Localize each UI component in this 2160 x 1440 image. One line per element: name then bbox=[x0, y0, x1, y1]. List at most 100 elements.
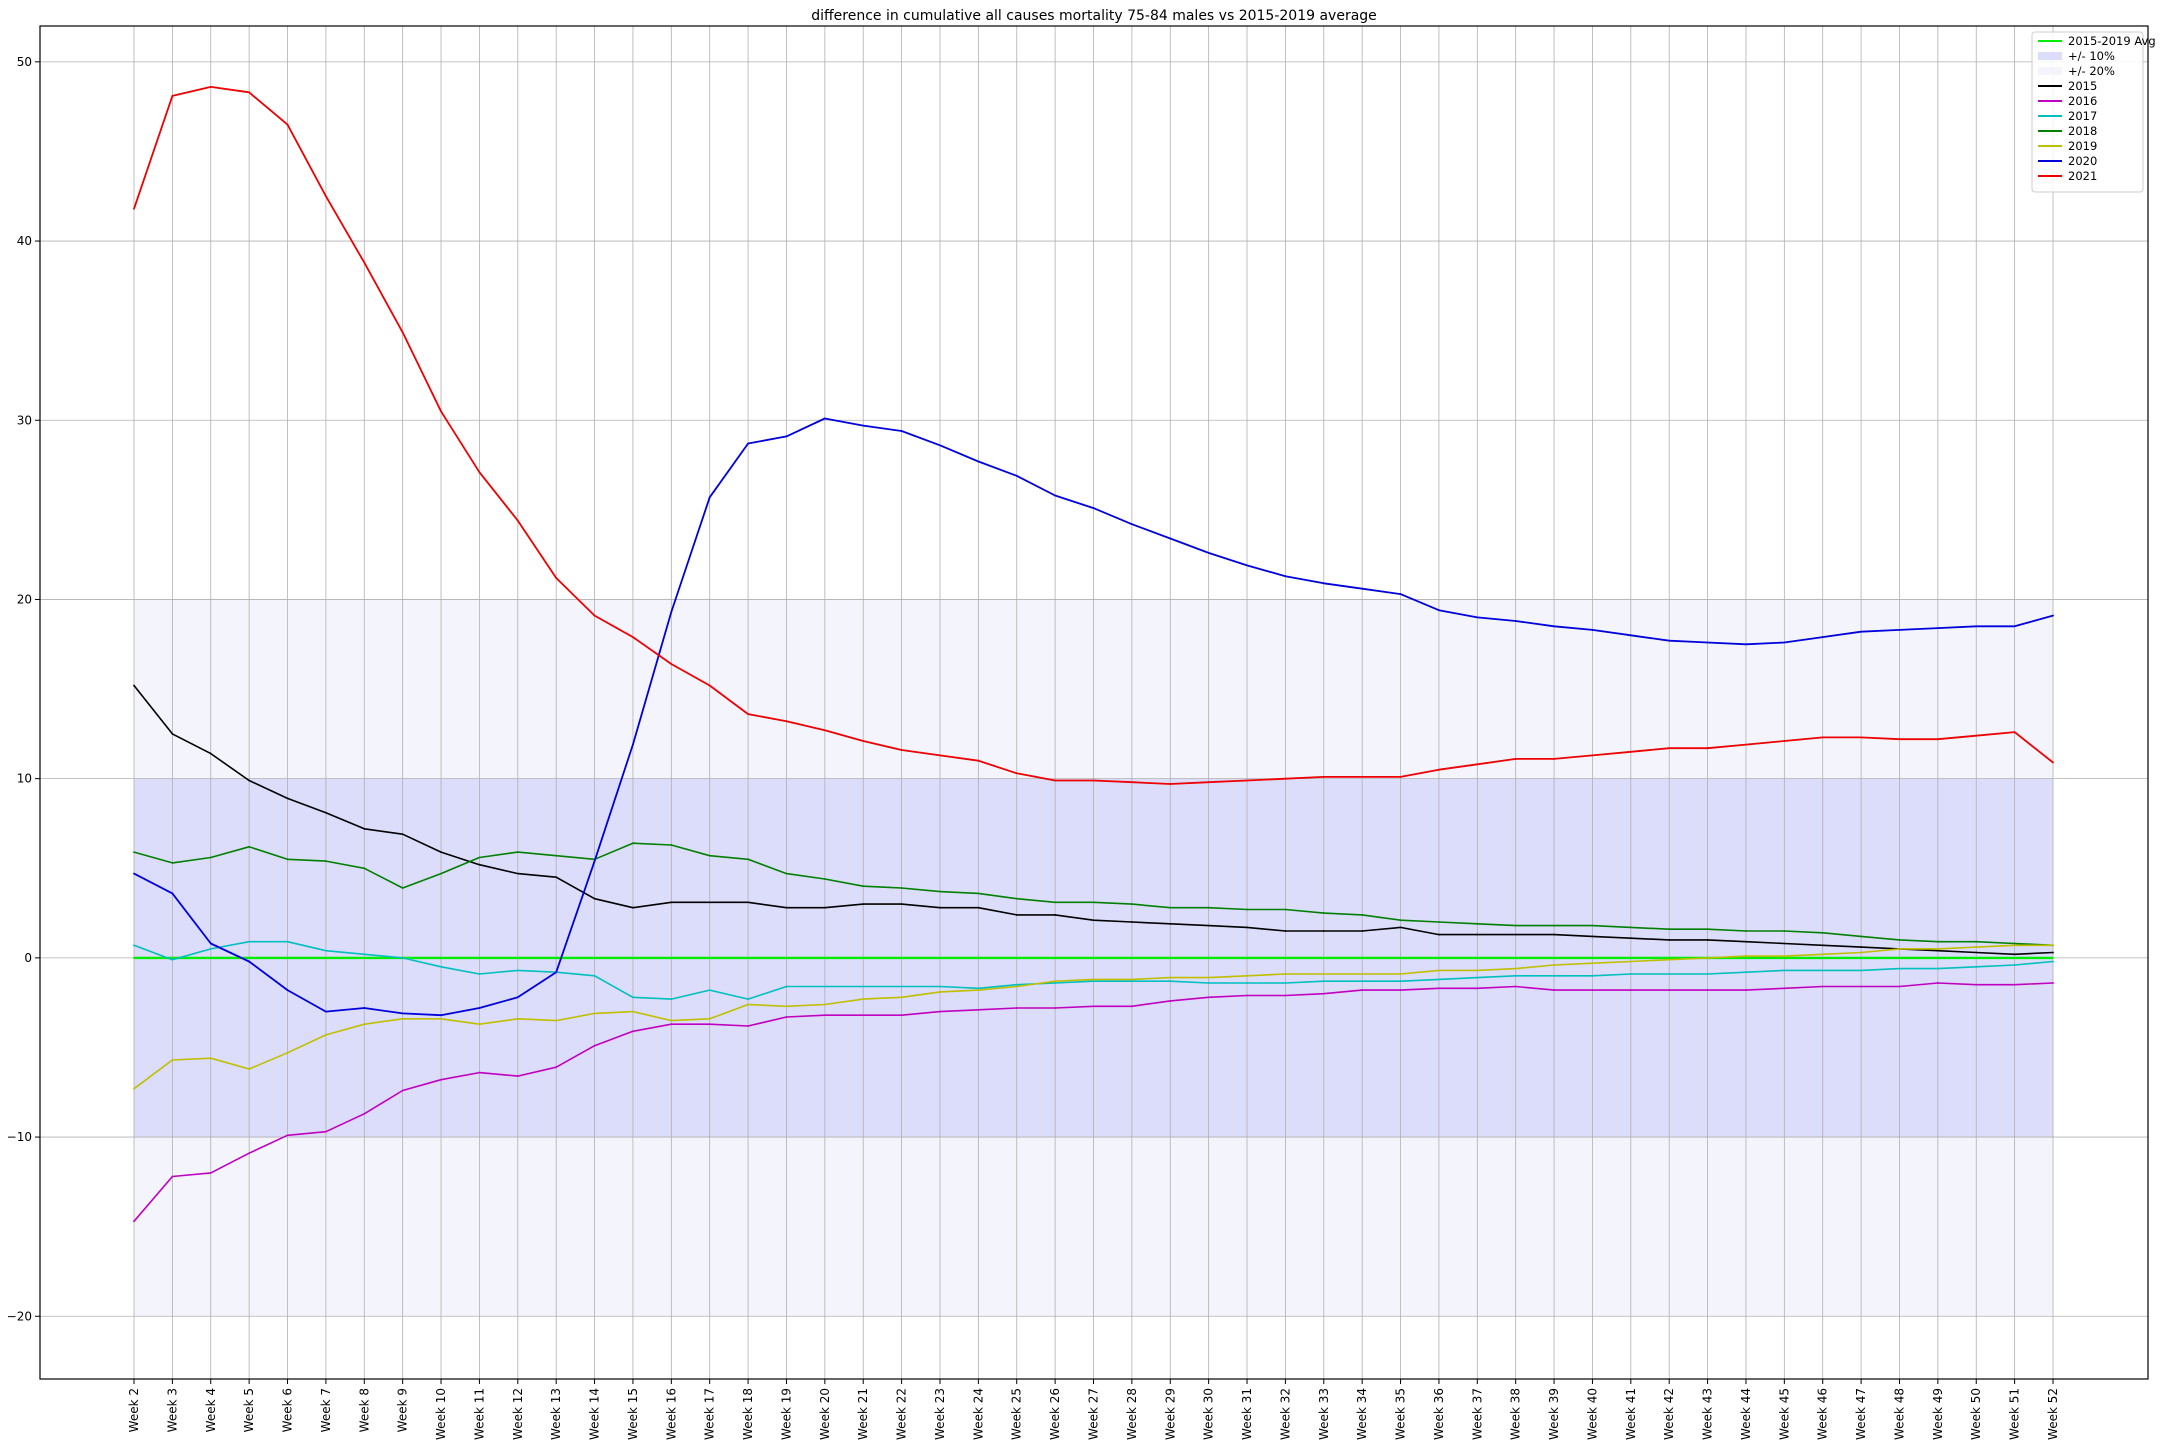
data-point bbox=[1821, 956, 1824, 959]
data-point bbox=[1207, 976, 1210, 979]
y-tick-label: 0 bbox=[24, 951, 32, 965]
data-point bbox=[286, 858, 289, 861]
x-tick-label: Week 4 bbox=[204, 1388, 218, 1432]
data-point bbox=[2052, 956, 2054, 959]
data-point bbox=[516, 1017, 519, 1020]
data-point bbox=[1361, 775, 1364, 778]
data-point bbox=[1092, 901, 1095, 904]
data-point bbox=[401, 331, 404, 334]
data-point bbox=[440, 410, 442, 413]
data-point bbox=[440, 872, 442, 875]
plot-frame bbox=[39, 25, 2149, 1380]
data-point bbox=[1860, 956, 1862, 959]
data-point bbox=[785, 956, 788, 959]
data-point bbox=[1936, 949, 1939, 952]
data-point bbox=[900, 985, 903, 988]
data-point bbox=[325, 949, 327, 952]
data-point bbox=[1745, 955, 1747, 957]
data-point bbox=[1246, 956, 1248, 959]
data-point bbox=[823, 956, 826, 959]
y-axis: −20 −10 0 10 20 30 40 50 bbox=[7, 55, 40, 1323]
data-point bbox=[1668, 956, 1671, 959]
data-point bbox=[325, 811, 327, 814]
x-tick-label: Week 32 bbox=[1278, 1388, 1292, 1440]
data-point bbox=[248, 1068, 251, 1070]
data-point bbox=[1054, 901, 1057, 904]
data-point bbox=[209, 752, 212, 755]
y-tick-label: 40 bbox=[17, 234, 32, 248]
legend-label: 2016 bbox=[2068, 94, 2097, 108]
data-point bbox=[1821, 944, 1824, 947]
data-point bbox=[1438, 933, 1440, 936]
data-point bbox=[1975, 956, 1978, 959]
data-point bbox=[977, 1008, 980, 1011]
data-point bbox=[1629, 960, 1632, 963]
data-point bbox=[1898, 985, 1901, 988]
data-point bbox=[363, 1007, 366, 1009]
data-point bbox=[708, 1017, 711, 1020]
data-point bbox=[632, 996, 634, 999]
data-point bbox=[939, 444, 941, 447]
data-point bbox=[1207, 781, 1210, 784]
data-point bbox=[1284, 777, 1287, 780]
data-point bbox=[1015, 956, 1018, 959]
x-tick-label: Week 39 bbox=[1547, 1388, 1561, 1440]
x-tick-label: Week 41 bbox=[1624, 1388, 1638, 1440]
data-point bbox=[1821, 953, 1824, 956]
data-point bbox=[2052, 960, 2054, 963]
x-tick-label: Week 20 bbox=[818, 1388, 832, 1440]
data-point bbox=[1514, 933, 1517, 936]
data-point bbox=[325, 1130, 327, 1133]
data-point bbox=[1514, 985, 1517, 988]
data-point bbox=[785, 1005, 788, 1008]
legend-label: 2017 bbox=[2068, 109, 2097, 123]
data-point bbox=[171, 1175, 174, 1178]
data-point bbox=[1706, 973, 1709, 975]
x-tick-label: Week 12 bbox=[511, 1388, 525, 1440]
data-point bbox=[1783, 641, 1786, 644]
data-point bbox=[632, 842, 634, 845]
chart-title: difference in cumulative all causes mort… bbox=[811, 8, 1377, 24]
x-tick-label: Week 50 bbox=[1969, 1388, 1983, 1440]
data-point bbox=[1860, 969, 1862, 972]
data-point bbox=[555, 876, 558, 879]
data-point bbox=[1783, 740, 1786, 742]
data-point bbox=[555, 854, 558, 857]
legend-label: 2021 bbox=[2068, 169, 2097, 183]
data-point bbox=[785, 985, 788, 988]
data-point bbox=[1246, 982, 1248, 984]
data-point bbox=[1783, 942, 1786, 945]
data-point bbox=[248, 91, 251, 94]
data-point bbox=[1207, 982, 1210, 984]
legend-label: +/- 20% bbox=[2068, 64, 2115, 78]
data-point bbox=[478, 1007, 481, 1009]
data-point bbox=[1092, 978, 1095, 981]
data-point bbox=[1514, 974, 1517, 977]
data-point bbox=[478, 856, 481, 859]
data-point bbox=[1322, 992, 1325, 995]
data-point bbox=[1207, 924, 1210, 927]
data-point bbox=[708, 989, 711, 992]
legend-label: 2020 bbox=[2068, 154, 2097, 168]
data-point bbox=[1668, 973, 1671, 975]
data-point bbox=[1975, 625, 1978, 628]
data-point bbox=[1706, 989, 1709, 992]
data-point bbox=[133, 684, 135, 687]
data-point bbox=[401, 833, 404, 836]
data-point bbox=[1745, 643, 1747, 646]
x-tick-label: Week 46 bbox=[1816, 1388, 1830, 1440]
data-point bbox=[440, 1014, 442, 1017]
data-point bbox=[209, 1172, 212, 1174]
data-point bbox=[785, 720, 788, 723]
data-point bbox=[2013, 625, 2016, 628]
legend-label: +/- 10% bbox=[2068, 49, 2115, 63]
x-tick-label: Week 47 bbox=[1854, 1388, 1868, 1440]
data-point bbox=[1169, 980, 1172, 983]
data-point bbox=[516, 519, 519, 522]
data-point bbox=[1860, 630, 1862, 633]
data-point bbox=[747, 901, 749, 904]
data-point bbox=[1015, 1007, 1018, 1009]
data-point bbox=[1514, 924, 1517, 927]
data-point bbox=[478, 1071, 481, 1074]
data-point bbox=[1246, 974, 1248, 977]
